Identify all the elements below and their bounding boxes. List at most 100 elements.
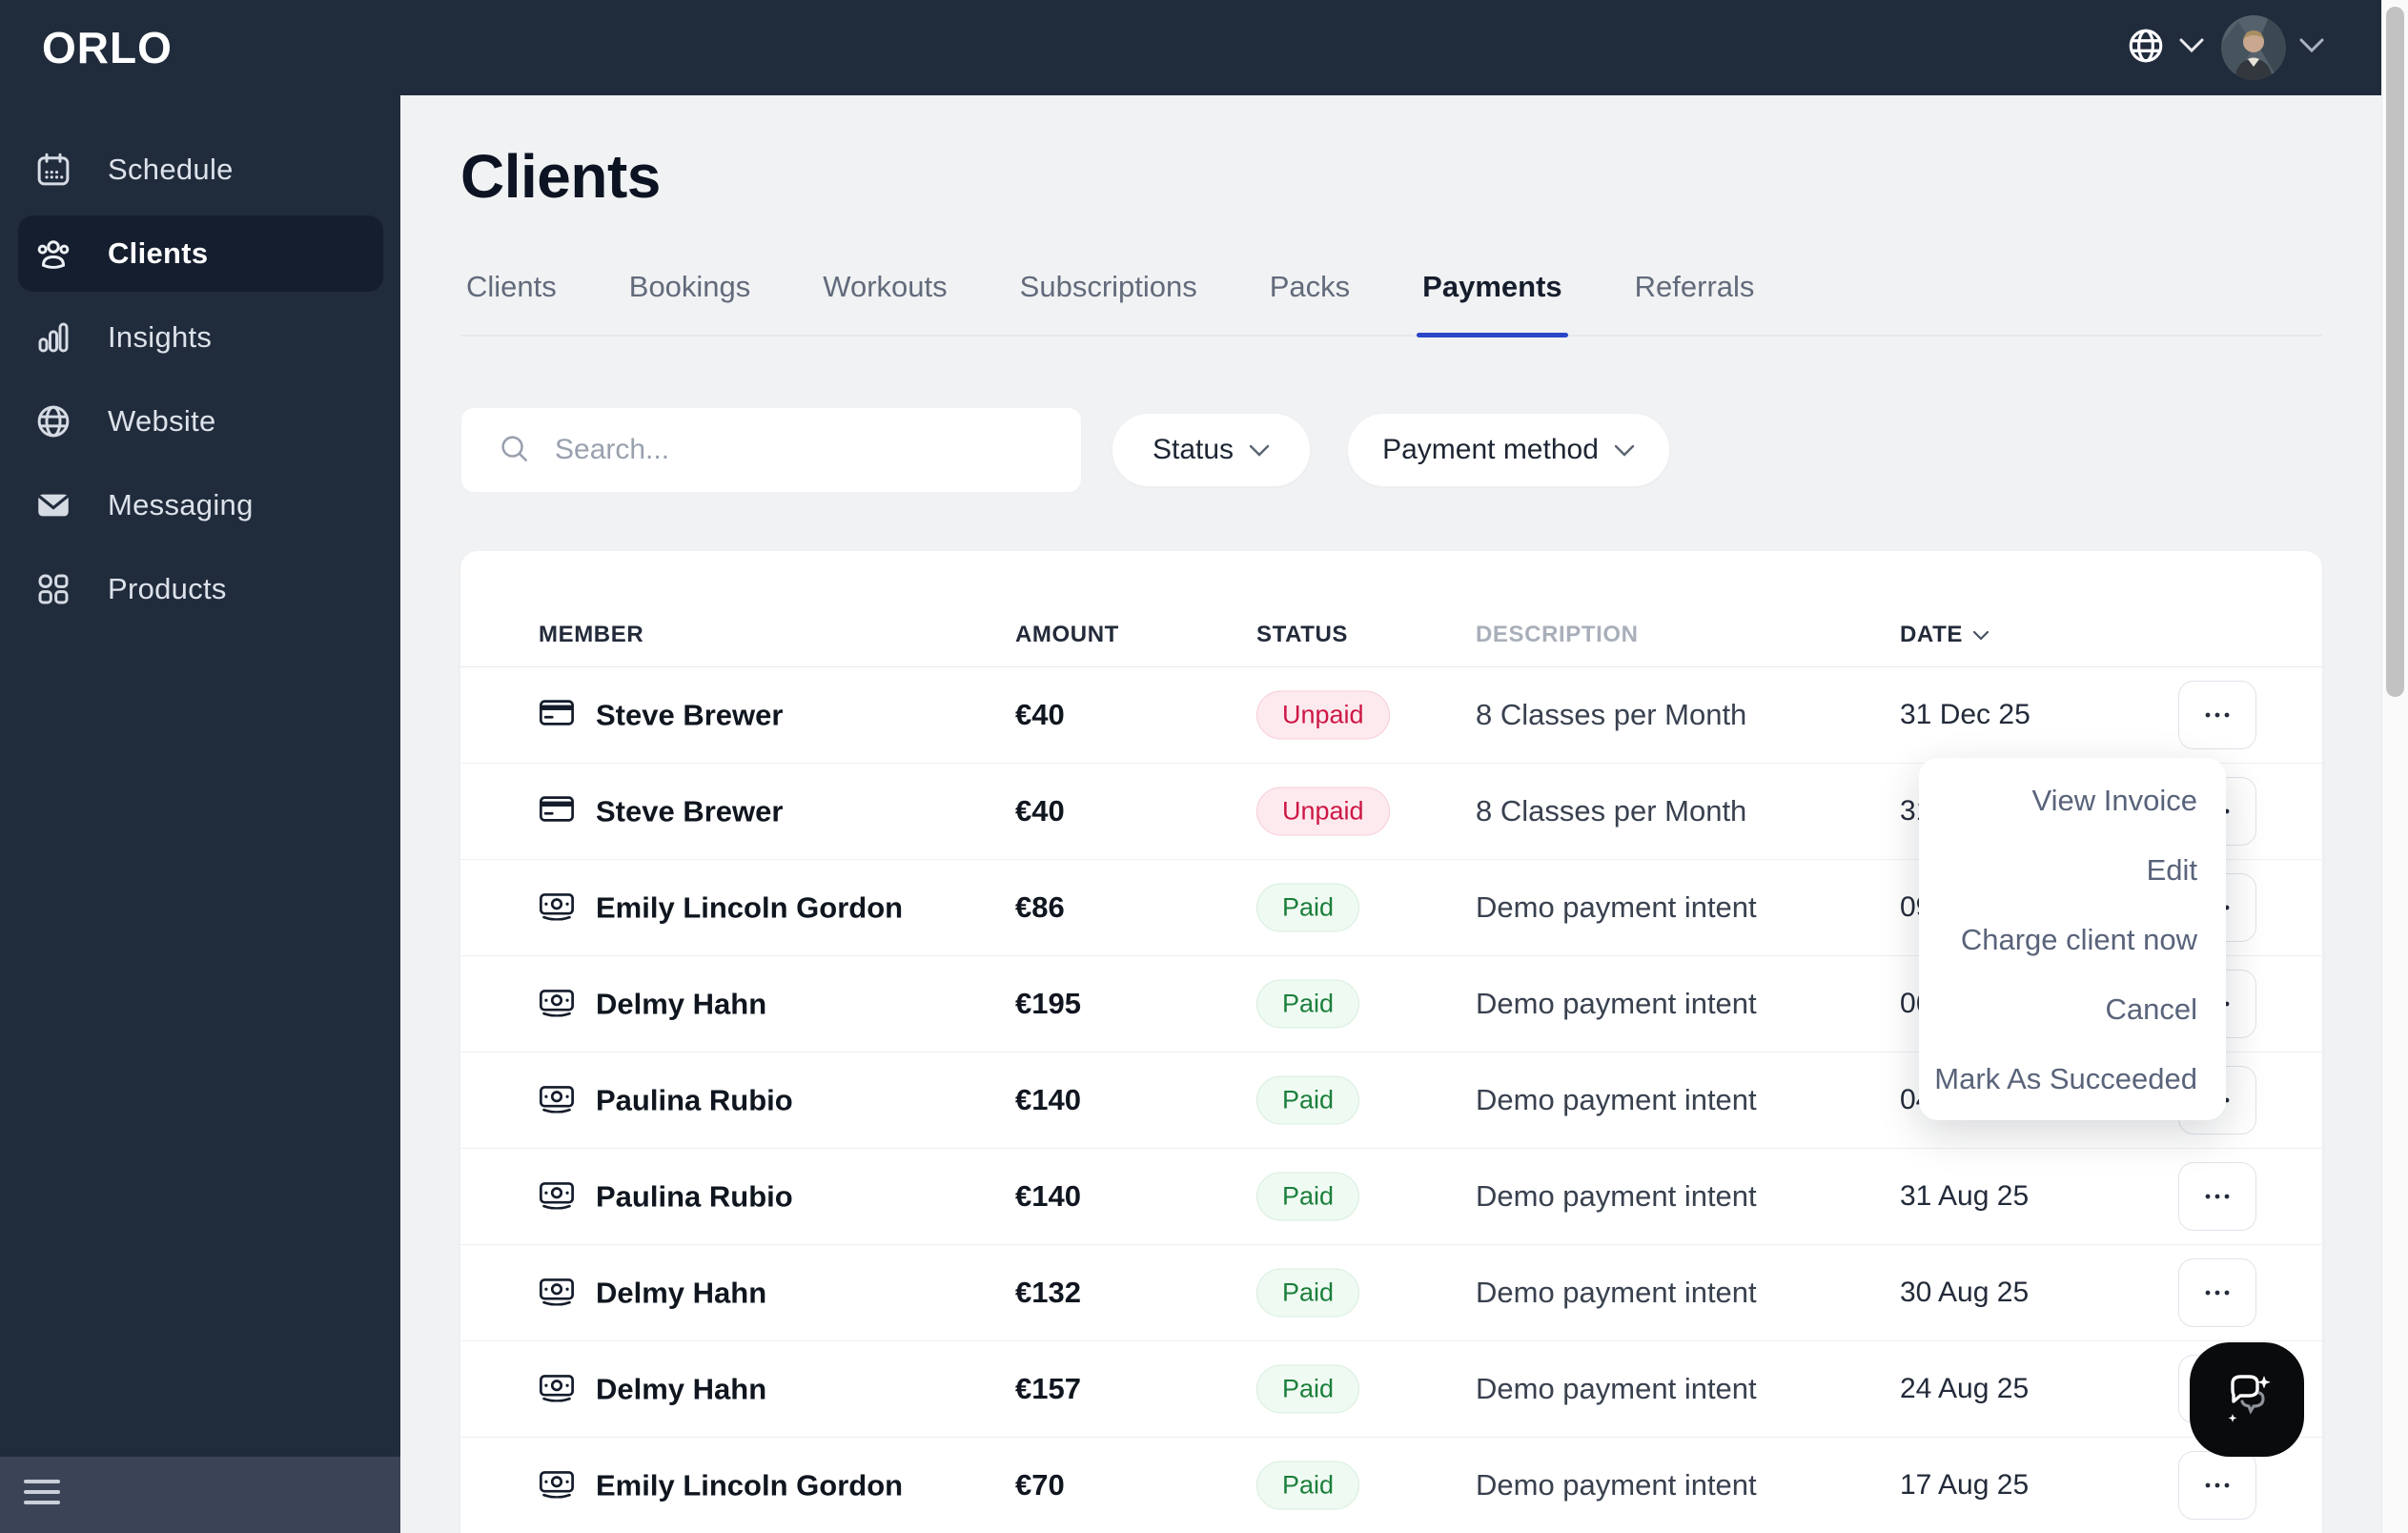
tab-bookings[interactable]: Bookings — [628, 270, 751, 303]
sidebar-item-schedule[interactable]: Schedule — [18, 132, 383, 208]
table-row: Emily Lincoln Gordon €70 Paid Demo payme… — [460, 1438, 2322, 1533]
cash-icon — [539, 1276, 575, 1311]
chat-assistant-button[interactable] — [2190, 1342, 2304, 1457]
status-cell: Paid — [1256, 1075, 1360, 1125]
member-cell: Paulina Rubio — [539, 1083, 793, 1118]
payment-method-filter-dropdown[interactable]: Payment method — [1347, 413, 1670, 487]
status-badge: Paid — [1256, 1364, 1360, 1414]
amount: €140 — [1015, 1179, 1081, 1213]
sidebar-item-label: Products — [108, 572, 227, 605]
globe-icon — [2126, 26, 2166, 71]
description: 8 Classes per Month — [1476, 698, 1747, 731]
sidebar-item-website[interactable]: Website — [18, 383, 383, 460]
chevron-down-icon — [1249, 444, 1270, 457]
column-header-date[interactable]: DATE — [1900, 622, 1990, 648]
page-title: Clients — [460, 142, 661, 211]
status-badge: Paid — [1256, 1268, 1360, 1318]
row-actions-button[interactable] — [2178, 1162, 2256, 1231]
status-cell: Paid — [1256, 1268, 1360, 1318]
cash-icon — [539, 1468, 575, 1503]
sidebar-item-label: Website — [108, 404, 216, 438]
tab-bar: Clients Bookings Workouts Subscriptions … — [460, 270, 2322, 337]
description: Demo payment intent — [1476, 1179, 1757, 1213]
status-cell: Paid — [1256, 1172, 1360, 1221]
status-badge: Paid — [1256, 1461, 1360, 1510]
amount: €86 — [1015, 890, 1065, 924]
menu-item-view-invoice[interactable]: View Invoice — [2031, 783, 2197, 817]
table-row: Delmy Hahn €195 Paid Demo payment intent… — [460, 956, 2322, 1053]
member-name: Paulina Rubio — [596, 1083, 793, 1116]
row-actions-button[interactable] — [2178, 1258, 2256, 1327]
envelope-icon — [33, 485, 73, 525]
sort-chevron-down-icon — [1972, 630, 1990, 641]
sidebar-item-clients[interactable]: Clients — [18, 215, 383, 292]
cash-icon — [539, 1372, 575, 1407]
status-cell: Unpaid — [1256, 690, 1390, 740]
date: 24 Aug 25 — [1900, 1373, 2030, 1404]
top-bar: ORLO — [0, 0, 2381, 95]
status-filter-dropdown[interactable]: Status — [1112, 413, 1311, 487]
avatar — [2221, 15, 2286, 80]
sidebar-item-products[interactable]: Products — [18, 551, 383, 627]
chevron-down-icon — [2179, 38, 2204, 58]
search-box — [460, 407, 1082, 493]
column-header-description: DESCRIPTION — [1476, 622, 1639, 647]
member-cell: Delmy Hahn — [539, 1276, 766, 1311]
card-icon — [539, 794, 575, 829]
menu-item-cancel[interactable]: Cancel — [2105, 991, 2198, 1026]
status-badge: Unpaid — [1256, 690, 1390, 740]
search-input[interactable] — [555, 434, 1056, 466]
member-cell: Emily Lincoln Gordon — [539, 1468, 903, 1503]
row-actions-button[interactable] — [2178, 1451, 2256, 1520]
status-cell: Paid — [1256, 1461, 1360, 1510]
description: Demo payment intent — [1476, 987, 1757, 1020]
hamburger-menu-icon[interactable] — [24, 1480, 62, 1511]
menu-item-charge-client-now[interactable]: Charge client now — [1960, 922, 2197, 956]
member-name: Delmy Hahn — [596, 1372, 767, 1405]
menu-item-edit[interactable]: Edit — [2146, 852, 2197, 887]
table-row: Steve Brewer €40 Unpaid 8 Classes per Mo… — [460, 764, 2322, 860]
sidebar-footer — [0, 1457, 400, 1533]
sidebar-item-label: Insights — [108, 320, 213, 354]
scrollbar-thumb[interactable] — [2386, 7, 2404, 697]
tab-subscriptions[interactable]: Subscriptions — [1019, 270, 1197, 303]
date: 30 Aug 25 — [1900, 1277, 2030, 1308]
member-name: Delmy Hahn — [596, 987, 767, 1020]
row-actions-button[interactable] — [2178, 681, 2256, 749]
bar-chart-icon — [33, 317, 73, 358]
menu-item-mark-as-succeeded[interactable]: Mark As Succeeded — [1934, 1061, 2197, 1095]
language-menu-button[interactable] — [2126, 26, 2204, 71]
member-name: Emily Lincoln Gordon — [596, 890, 904, 924]
tab-referrals[interactable]: Referrals — [1634, 270, 1755, 303]
member-cell: Steve Brewer — [539, 698, 783, 733]
sidebar-item-messaging[interactable]: Messaging — [18, 467, 383, 543]
sidebar-item-label: Clients — [108, 236, 209, 270]
status-cell: Paid — [1256, 1364, 1360, 1414]
description: Demo payment intent — [1476, 1276, 1757, 1309]
tab-clients[interactable]: Clients — [466, 270, 557, 303]
amount: €70 — [1015, 1468, 1065, 1502]
chat-sparkle-icon — [2228, 1375, 2271, 1422]
filter-bar: Status Payment method — [460, 407, 1670, 493]
member-name: Delmy Hahn — [596, 1276, 767, 1309]
chevron-down-icon — [2299, 38, 2324, 58]
row-actions-menu: View Invoice Edit Charge client now Canc… — [1919, 758, 2226, 1120]
date: 31 Aug 25 — [1900, 1180, 2030, 1212]
description: Demo payment intent — [1476, 1083, 1757, 1116]
member-cell: Emily Lincoln Gordon — [539, 890, 903, 926]
table-body: Steve Brewer €40 Unpaid 8 Classes per Mo… — [460, 667, 2322, 1533]
account-menu-button[interactable] — [2221, 15, 2324, 80]
tab-workouts[interactable]: Workouts — [823, 270, 948, 303]
member-cell: Steve Brewer — [539, 794, 783, 829]
cash-icon — [539, 1179, 575, 1215]
column-header-member: MEMBER — [539, 622, 644, 647]
tab-packs[interactable]: Packs — [1269, 270, 1351, 303]
description: 8 Classes per Month — [1476, 794, 1747, 828]
sidebar: Schedule Clients Insights — [0, 95, 400, 1457]
tab-payments[interactable]: Payments — [1417, 270, 1569, 337]
status-cell: Paid — [1256, 883, 1360, 932]
sidebar-item-insights[interactable]: Insights — [18, 299, 383, 376]
description: Demo payment intent — [1476, 890, 1757, 924]
member-name: Emily Lincoln Gordon — [596, 1468, 904, 1502]
